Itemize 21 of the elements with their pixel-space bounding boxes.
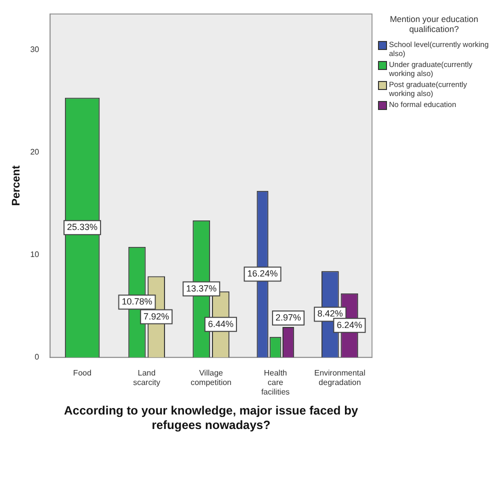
x-axis-title: According to your knowledge, major issue faced by refugees nowadays? — [64, 404, 358, 432]
y-tick-label: 20 — [30, 148, 40, 157]
data-label: 7.92% — [144, 311, 170, 322]
x-tick-label: Village competition — [190, 368, 232, 388]
y-tick-label: 10 — [30, 250, 40, 260]
x-tick-label: Health care facilities — [261, 368, 290, 397]
y-tick-label: 30 — [30, 45, 40, 54]
data-label: 8.42% — [317, 308, 343, 319]
data-label: 13.37% — [186, 283, 217, 294]
data-label: 6.44% — [208, 318, 234, 329]
y-axis-title: Percent — [10, 165, 23, 206]
data-label: 25.33% — [67, 222, 98, 232]
data-label: 10.78% — [122, 296, 152, 307]
x-tick-label: Environmental degradation — [314, 368, 366, 388]
x-tick-label: Food — [73, 368, 92, 378]
x-tick-label: Land scarcity — [133, 368, 160, 388]
y-tick-label: 0 — [34, 352, 40, 362]
legend-title: Mention your education qualification? — [388, 14, 480, 34]
data-label: 2.97% — [276, 312, 302, 322]
data-label: 16.24% — [247, 268, 278, 279]
data-label: 6.24% — [336, 320, 362, 330]
